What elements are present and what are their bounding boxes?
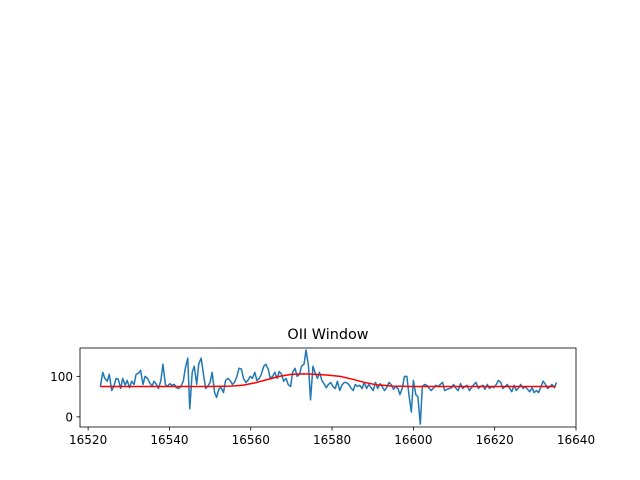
y-tick-label: 0 [65,410,73,424]
x-tick-label: 16520 [69,433,107,447]
x-tick-label: 16600 [394,433,432,447]
chart-title: OII Window [287,327,368,343]
plot-area: 16520 16540 16560 16580 16600 16620 16640 0 100 [50,347,595,447]
x-tick-label: 16640 [557,433,595,447]
x-tick-label: 16620 [476,433,514,447]
y-tick-label: 100 [50,370,73,384]
plot-frame [79,347,577,428]
x-tick-label: 16540 [150,433,188,447]
x-tick-label: 16560 [232,433,270,447]
x-tick-label: 16580 [313,433,351,447]
series-line-2 [100,373,556,388]
